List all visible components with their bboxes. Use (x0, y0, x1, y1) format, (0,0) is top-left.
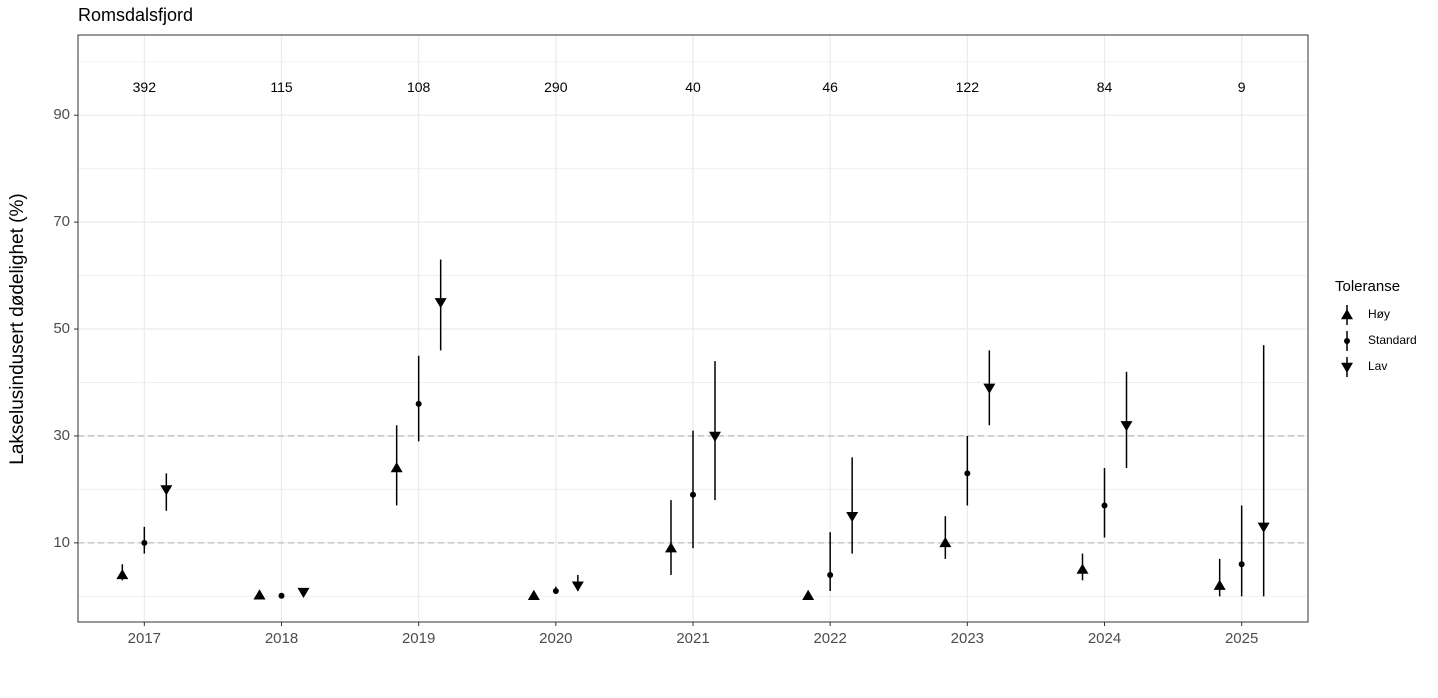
count-label: 46 (822, 79, 838, 95)
data-point (827, 571, 834, 578)
y-tick-label: 10 (53, 534, 70, 551)
data-point (390, 462, 403, 473)
data-point (297, 587, 310, 599)
data-point (278, 592, 285, 599)
legend-key-symbol (1341, 309, 1353, 320)
x-tick-label: 2025 (1225, 630, 1258, 647)
data-point (846, 511, 859, 523)
x-tick-label: 2022 (813, 630, 846, 647)
x-tick-label: 2020 (539, 630, 572, 647)
legend-label: Lav (1368, 359, 1387, 373)
x-tick-label: 2023 (951, 630, 984, 647)
legend-key-symbol (1341, 362, 1353, 373)
legend-label: Høy (1368, 307, 1390, 321)
y-tick-label: 50 (53, 320, 70, 337)
x-tick-label: 2018 (265, 630, 298, 647)
data-point (665, 542, 677, 553)
data-point (983, 383, 996, 394)
data-point (1257, 522, 1270, 533)
count-label: 84 (1097, 79, 1113, 95)
count-label: 9 (1238, 79, 1246, 95)
legend-label: Standard (1368, 333, 1417, 347)
data-point (709, 431, 721, 442)
data-point (1076, 563, 1089, 574)
data-point (552, 587, 559, 594)
legend-title: Toleranse (1335, 278, 1400, 295)
data-point (415, 400, 422, 407)
chart-title: Romsdalsfjord (78, 5, 193, 25)
count-label: 290 (544, 79, 568, 95)
data-point (939, 536, 952, 548)
count-label: 115 (270, 79, 293, 95)
data-point (1213, 579, 1226, 590)
y-axis-title: Lakselusindusert dødelighet (%) (7, 193, 28, 464)
x-tick-label: 2019 (402, 630, 435, 647)
data-point (964, 470, 971, 477)
count-label: 108 (407, 79, 431, 95)
data-point (160, 485, 173, 496)
data-point (141, 539, 148, 546)
data-point (527, 589, 540, 601)
data-point (802, 589, 815, 601)
data-point (571, 581, 584, 592)
data-point (434, 298, 447, 309)
data-point (1120, 421, 1133, 432)
y-tick-label: 30 (53, 427, 70, 444)
y-tick-label: 90 (53, 106, 70, 123)
x-tick-label: 2021 (676, 630, 709, 647)
legend-key-symbol (1344, 338, 1350, 344)
y-tick-label: 70 (53, 213, 70, 230)
data-point (253, 589, 266, 600)
x-tick-label: 2024 (1088, 630, 1121, 647)
count-label: 392 (133, 79, 157, 95)
data-point (116, 568, 129, 580)
data-point (1238, 561, 1245, 568)
data-point (690, 491, 696, 498)
plot-border (77, 34, 1309, 623)
data-point (1101, 502, 1108, 509)
count-label: 122 (956, 79, 980, 95)
x-tick-label: 2017 (128, 630, 161, 647)
count-label: 40 (685, 79, 701, 95)
